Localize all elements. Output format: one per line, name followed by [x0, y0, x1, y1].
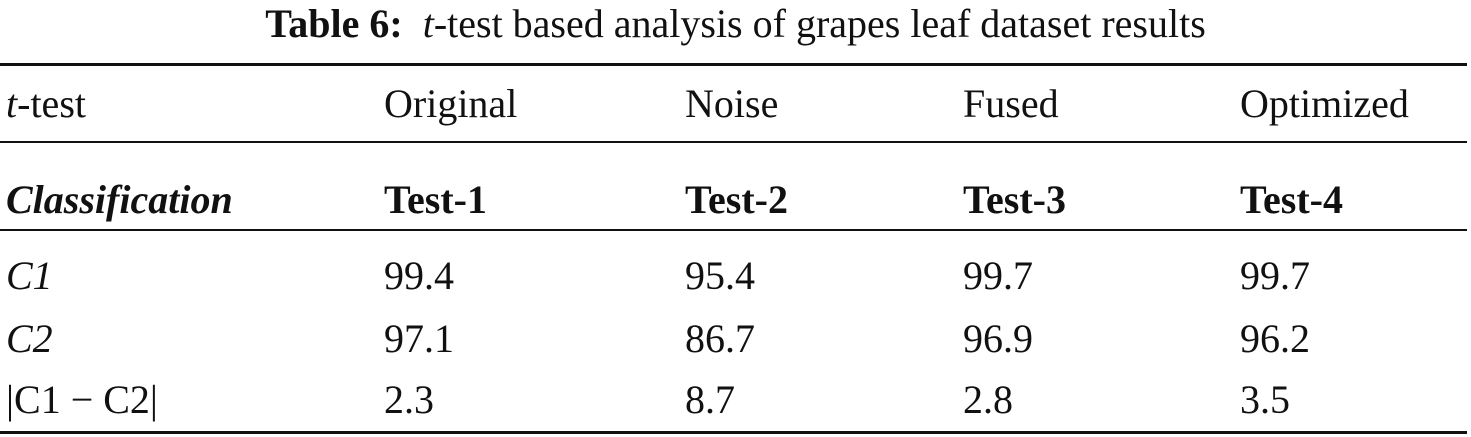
subheader-rule: [0, 229, 1467, 231]
row-label-c1: C1: [6, 253, 53, 298]
header-rule: [0, 141, 1467, 143]
table-cell: 86.7: [685, 316, 755, 361]
table-caption: Table 6: t-test based analysis of grapes…: [0, 0, 1471, 56]
table-cell: 2.3: [384, 377, 434, 422]
table-cell: 2.8: [963, 377, 1013, 422]
header-cell-noise: Noise: [685, 81, 779, 126]
row-label-c2: C2: [6, 316, 53, 361]
table-cell: 96.2: [1240, 316, 1310, 361]
subheader-test-1: Test-1: [384, 177, 487, 222]
table-row: C2 97.1 86.7 96.9 96.2: [0, 311, 1471, 367]
subheader-classification: Classification: [6, 177, 233, 222]
header-t-italic: t: [6, 81, 18, 126]
table-cell: 3.5: [1240, 377, 1290, 422]
header-row: t-test Original Noise Fused Optimized: [0, 76, 1471, 132]
subheader-test-3: Test-3: [963, 177, 1066, 222]
header-cell-optimized: Optimized: [1240, 81, 1409, 126]
caption-text-rest: -test based analysis of grapes leaf data…: [433, 1, 1206, 46]
table-cell: 99.7: [1240, 253, 1310, 298]
table-cell: 99.4: [384, 253, 454, 298]
table-row: |C1 − C2| 2.3 8.7 2.8 3.5: [0, 372, 1471, 428]
subheader-test-4: Test-4: [1240, 177, 1343, 222]
bottom-rule: [0, 431, 1467, 434]
subheader-row: Classification Test-1 Test-2 Test-3 Test…: [0, 172, 1471, 228]
caption-t-italic: t: [422, 1, 434, 46]
table-cell: 96.9: [963, 316, 1033, 361]
caption-label: Table 6:: [265, 1, 403, 46]
caption-text: t-test based analysis of grapes leaf dat…: [413, 1, 1206, 46]
table-cell: 97.1: [384, 316, 454, 361]
top-rule: [0, 63, 1467, 66]
table-cell: 95.4: [685, 253, 755, 298]
header-cell-fused: Fused: [963, 81, 1059, 126]
header-cell-ttest: t-test: [6, 76, 86, 132]
table-cell: 8.7: [685, 377, 735, 422]
row-label-difference: |C1 − C2|: [6, 377, 158, 422]
subheader-test-2: Test-2: [685, 177, 788, 222]
table-cell: 99.7: [963, 253, 1033, 298]
table-row: C1 99.4 95.4 99.7 99.7: [0, 248, 1471, 304]
header-cell-original: Original: [384, 81, 518, 126]
header-t-rest: -test: [17, 81, 86, 126]
